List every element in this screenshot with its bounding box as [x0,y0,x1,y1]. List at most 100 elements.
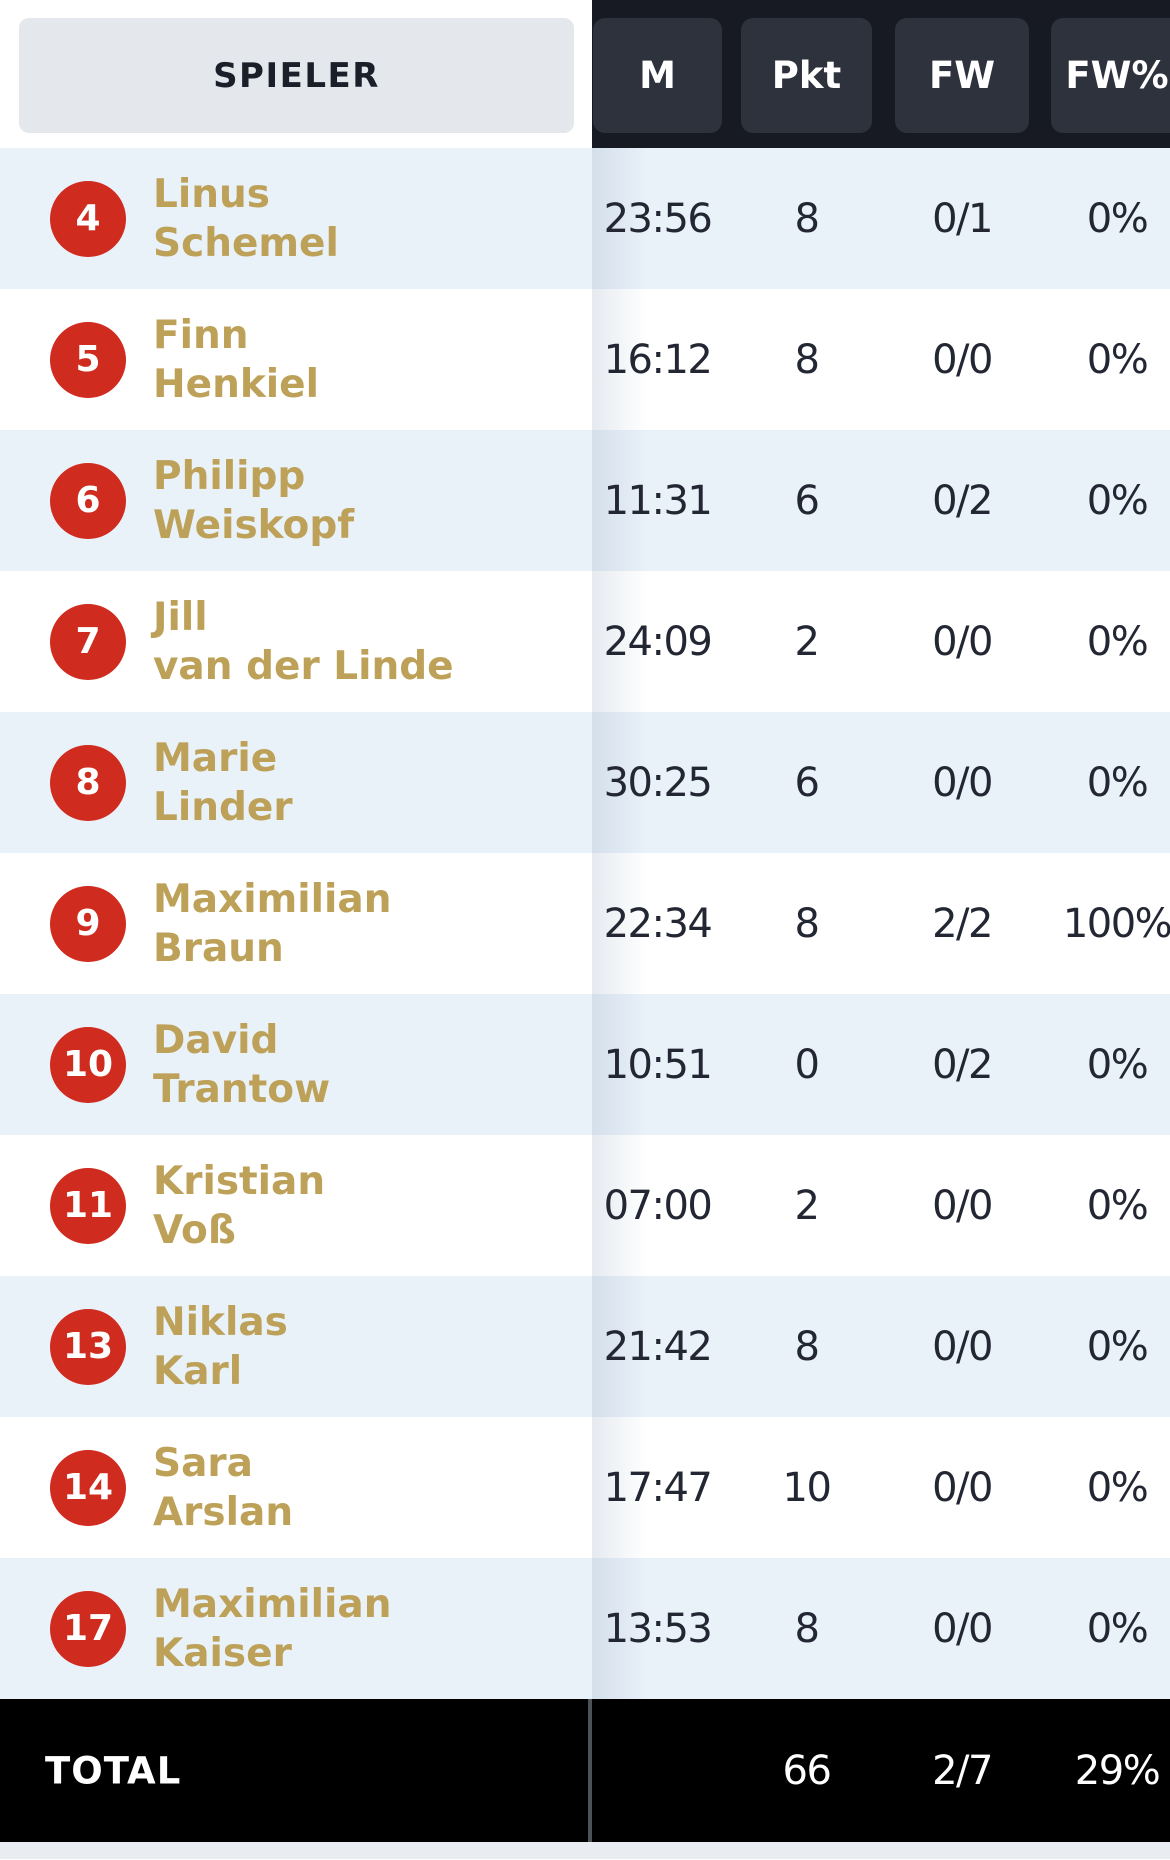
player-number-badge: 4 [50,180,126,257]
stat-freethrow-pct: 0% [1086,195,1149,242]
table-row[interactable]: 10 David Trantow 10:51 0 0/2 0% [0,994,1170,1135]
column-header-freethrows[interactable]: FW [895,18,1029,133]
player-first-name: Maximilian [153,1581,392,1627]
player-number-badge: 8 [50,744,126,821]
stat-freethrow-pct: 0% [1086,1605,1149,1652]
table-row[interactable]: 7 Jill van der Linde 24:09 2 0/0 0% [0,571,1170,712]
table-row[interactable]: 4 Linus Schemel 23:56 8 0/1 0% [0,148,1170,289]
table-row[interactable]: 11 Kristian Voß 07:00 2 0/0 0% [0,1135,1170,1276]
player-last-name: Kaiser [153,1630,292,1676]
stat-freethrow-pct: 100% [1062,900,1170,947]
player-stats: 10:51 0 0/2 0% [592,994,1170,1135]
stat-minutes: 21:42 [603,1323,713,1370]
stat-minutes: 11:31 [603,477,713,524]
stat-points: 2 [794,1182,820,1229]
stat-freethrows: 0/0 [932,336,993,383]
column-header-points[interactable]: Pkt [741,18,872,133]
player-first-name: Niklas [153,1299,288,1345]
player-first-name: Sara [153,1440,253,1486]
player-name: Maximilian Kaiser [153,1580,391,1678]
player-stats: 11:31 6 0/2 0% [592,430,1170,571]
stat-freethrows: 0/1 [932,195,993,242]
stat-points: 10 [782,1464,832,1511]
player-number-badge: 17 [50,1590,126,1667]
table-row[interactable]: 9 Maximilian Braun 22:34 8 2/2 100% [0,853,1170,994]
total-stats: 66 2/7 29% [592,1699,1170,1842]
stat-freethrow-pct: 0% [1086,759,1149,806]
table-body: 4 Linus Schemel 23:56 8 0/1 0% 5 Finn He… [0,148,1170,1699]
stat-minutes: 30:25 [603,759,713,806]
stat-minutes: 24:09 [603,618,713,665]
table-row[interactable]: 8 Marie Linder 30:25 6 0/0 0% [0,712,1170,853]
player-name: Linus Schemel [153,170,339,268]
player-last-name: Braun [153,925,284,971]
player-last-name: Schemel [153,220,339,266]
table-row[interactable]: 14 Sara Arslan 17:47 10 0/0 0% [0,1417,1170,1558]
player-last-name: Henkiel [153,361,319,407]
stat-minutes: 07:00 [603,1182,713,1229]
table-row[interactable]: 17 Maximilian Kaiser 13:53 8 0/0 0% [0,1558,1170,1699]
stat-points: 8 [794,900,820,947]
player-stats: 23:56 8 0/1 0% [592,148,1170,289]
stat-points: 6 [794,759,820,806]
stat-minutes: 13:53 [603,1605,713,1652]
player-number-badge: 11 [50,1167,126,1244]
stat-points: 8 [794,1605,820,1652]
stat-points: 8 [794,336,820,383]
column-header-spieler[interactable]: SPIELER [19,18,574,133]
bottom-strip [0,1842,1170,1859]
total-freethrows: 2/7 [932,1747,993,1794]
stat-freethrows: 0/0 [932,1182,993,1229]
stat-points: 0 [794,1041,820,1088]
player-stats: 24:09 2 0/0 0% [592,571,1170,712]
player-last-name: Weiskopf [153,502,355,548]
stat-freethrow-pct: 0% [1086,1464,1149,1511]
stat-freethrow-pct: 0% [1086,1041,1149,1088]
player-stats: 16:12 8 0/0 0% [592,289,1170,430]
player-number-badge: 9 [50,885,126,962]
player-number-badge: 10 [50,1026,126,1103]
column-header-minutes[interactable]: M [593,18,722,133]
table-row[interactable]: 5 Finn Henkiel 16:12 8 0/0 0% [0,289,1170,430]
player-name: Sara Arslan [153,1439,293,1537]
stats-header-pills: M Pkt FW FW% [592,0,1170,148]
player-last-name: van der Linde [153,643,454,689]
player-first-name: Maximilian [153,876,392,922]
player-number-badge: 14 [50,1449,126,1526]
player-last-name: Karl [153,1348,243,1394]
total-label: TOTAL [45,1749,182,1792]
total-points: 66 [782,1747,832,1794]
player-name: Maximilian Braun [153,875,391,973]
player-number-badge: 7 [50,603,126,680]
stat-freethrows: 0/2 [932,477,993,524]
player-name: Marie Linder [153,734,293,832]
player-first-name: Finn [153,312,249,358]
player-first-name: Linus [153,171,270,217]
player-stats: 22:34 8 2/2 100% [592,853,1170,994]
player-name: Niklas Karl [153,1298,288,1396]
player-first-name: Philipp [153,453,306,499]
total-divider [588,1699,592,1842]
stat-freethrow-pct: 0% [1086,336,1149,383]
stat-minutes: 23:56 [603,195,713,242]
table-header: SPIELER M Pkt FW FW% [0,0,1170,148]
player-first-name: Jill [153,594,208,640]
player-last-name: Voß [153,1207,236,1253]
stat-freethrow-pct: 0% [1086,1182,1149,1229]
player-name: Philipp Weiskopf [153,452,354,550]
table-row[interactable]: 13 Niklas Karl 21:42 8 0/0 0% [0,1276,1170,1417]
column-header-freethrow-pct[interactable]: FW% [1051,18,1170,133]
player-number-badge: 6 [50,462,126,539]
stat-points: 8 [794,195,820,242]
stat-minutes: 22:34 [603,900,713,947]
stat-freethrow-pct: 0% [1086,1323,1149,1370]
player-stats: 17:47 10 0/0 0% [592,1417,1170,1558]
stat-freethrows: 0/0 [932,759,993,806]
stat-freethrow-pct: 0% [1086,618,1149,665]
table-row[interactable]: 6 Philipp Weiskopf 11:31 6 0/2 0% [0,430,1170,571]
stat-freethrows: 0/0 [932,1605,993,1652]
stat-points: 2 [794,618,820,665]
stat-minutes: 10:51 [603,1041,713,1088]
player-number-badge: 13 [50,1308,126,1385]
